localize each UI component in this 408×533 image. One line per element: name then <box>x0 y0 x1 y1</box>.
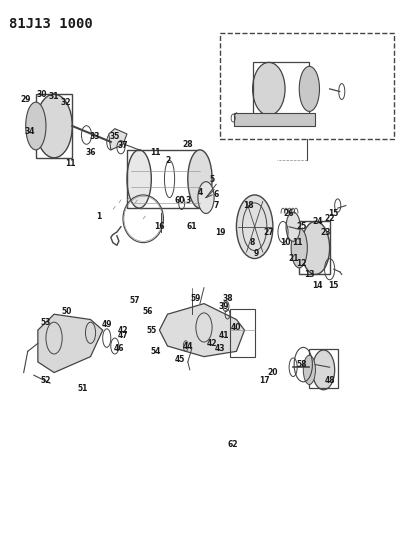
Text: 52: 52 <box>41 376 51 385</box>
Ellipse shape <box>299 66 319 111</box>
Bar <box>253 62 309 115</box>
Bar <box>127 150 200 208</box>
Text: 57: 57 <box>130 296 140 305</box>
Ellipse shape <box>188 150 212 208</box>
Text: 30: 30 <box>37 90 47 99</box>
Text: 26: 26 <box>284 209 294 218</box>
Ellipse shape <box>301 221 330 274</box>
Polygon shape <box>109 128 127 150</box>
Text: 31: 31 <box>49 92 59 101</box>
Text: 19: 19 <box>215 228 226 237</box>
Ellipse shape <box>291 228 307 268</box>
Text: 58: 58 <box>296 360 306 369</box>
Text: 14: 14 <box>312 280 323 289</box>
Text: 28: 28 <box>182 140 193 149</box>
Text: 40: 40 <box>231 323 242 332</box>
Text: 3: 3 <box>185 196 191 205</box>
Ellipse shape <box>303 356 315 384</box>
Text: 6: 6 <box>213 190 219 199</box>
Text: 23: 23 <box>320 228 331 237</box>
Text: 45: 45 <box>175 355 185 364</box>
Text: 81J13 1000: 81J13 1000 <box>9 17 93 31</box>
Text: 48: 48 <box>324 376 335 385</box>
Bar <box>299 221 330 274</box>
Text: 34: 34 <box>24 127 35 136</box>
Text: 8: 8 <box>250 238 255 247</box>
Text: 10: 10 <box>280 238 290 247</box>
Text: 7: 7 <box>213 201 219 210</box>
Ellipse shape <box>236 195 273 259</box>
Ellipse shape <box>253 62 285 115</box>
Bar <box>234 113 315 126</box>
Text: 50: 50 <box>61 307 71 316</box>
Text: 25: 25 <box>296 222 306 231</box>
Text: 29: 29 <box>20 95 31 104</box>
Text: 43: 43 <box>215 344 226 353</box>
Text: 12: 12 <box>296 260 306 268</box>
Text: 37: 37 <box>118 141 128 150</box>
Ellipse shape <box>127 150 151 208</box>
Polygon shape <box>160 304 244 357</box>
Ellipse shape <box>313 350 335 390</box>
Polygon shape <box>38 314 103 373</box>
Text: 32: 32 <box>61 98 71 107</box>
Text: 13: 13 <box>304 270 315 279</box>
Text: 46: 46 <box>114 344 124 353</box>
Text: 33: 33 <box>89 132 100 141</box>
Text: 27: 27 <box>264 228 274 237</box>
Text: 56: 56 <box>142 307 153 316</box>
Text: 53: 53 <box>41 318 51 327</box>
Text: 2: 2 <box>165 156 170 165</box>
Text: 15: 15 <box>328 209 339 218</box>
Ellipse shape <box>286 212 300 241</box>
Bar <box>309 349 338 389</box>
Text: 9: 9 <box>254 249 259 258</box>
Text: 1: 1 <box>96 212 101 221</box>
Text: 41: 41 <box>219 331 230 340</box>
Text: 35: 35 <box>110 132 120 141</box>
Text: 16: 16 <box>154 222 165 231</box>
Text: 55: 55 <box>146 326 156 335</box>
Bar <box>231 309 255 357</box>
Text: 11: 11 <box>150 148 161 157</box>
Text: 11: 11 <box>65 159 75 167</box>
Ellipse shape <box>36 94 72 158</box>
Text: 44: 44 <box>182 342 193 351</box>
Text: 42: 42 <box>118 326 128 335</box>
Text: 22: 22 <box>324 214 335 223</box>
Text: 38: 38 <box>223 294 234 303</box>
Ellipse shape <box>198 182 214 214</box>
Text: 42: 42 <box>207 339 217 348</box>
Text: 59: 59 <box>191 294 201 303</box>
Text: 11: 11 <box>292 238 302 247</box>
Text: 49: 49 <box>102 320 112 329</box>
Ellipse shape <box>26 102 46 150</box>
Text: 17: 17 <box>259 376 270 385</box>
Text: 51: 51 <box>77 384 88 393</box>
Text: 61: 61 <box>186 222 197 231</box>
Text: 39: 39 <box>219 302 230 311</box>
Text: 21: 21 <box>288 254 298 263</box>
Bar <box>36 94 72 158</box>
Text: 36: 36 <box>85 148 96 157</box>
Text: 4: 4 <box>197 188 203 197</box>
Text: 47: 47 <box>118 331 128 340</box>
Text: 24: 24 <box>312 217 323 226</box>
Text: 62: 62 <box>227 440 237 449</box>
Text: 15: 15 <box>328 280 339 289</box>
Text: 60: 60 <box>175 196 185 205</box>
Text: 20: 20 <box>268 368 278 377</box>
Text: 54: 54 <box>150 347 161 356</box>
Text: 18: 18 <box>243 201 254 210</box>
Text: 5: 5 <box>210 174 215 183</box>
